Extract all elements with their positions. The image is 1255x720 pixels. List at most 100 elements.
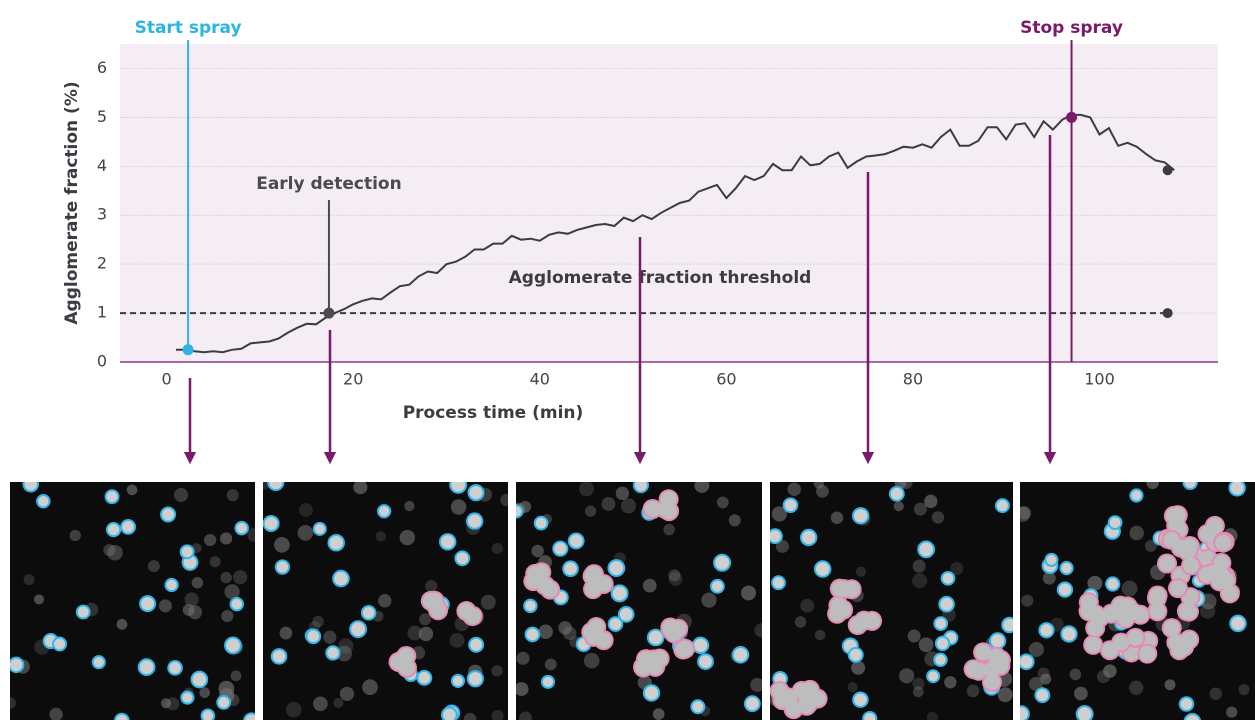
annotation-label: Early detection <box>256 174 401 194</box>
blur-particle <box>500 493 508 507</box>
blur-particle <box>418 626 434 642</box>
blur-particle <box>694 482 710 493</box>
particle <box>270 648 288 665</box>
blur-particle <box>491 542 503 555</box>
blur-particle <box>463 712 477 720</box>
cluster-particle <box>1149 603 1166 620</box>
plot-area <box>120 44 1218 362</box>
blur-particle <box>297 525 314 541</box>
particle <box>1178 696 1195 712</box>
particle <box>274 559 291 575</box>
blur-particle <box>944 676 957 689</box>
particle <box>607 559 626 577</box>
particle <box>632 482 650 494</box>
blur-particle <box>1121 580 1138 597</box>
particle <box>91 655 106 670</box>
blur-particle <box>716 496 729 509</box>
blur-particle <box>899 482 913 490</box>
particle <box>1129 488 1144 503</box>
particle <box>449 482 468 494</box>
particle <box>139 595 157 613</box>
cluster-particle <box>533 564 550 581</box>
blur-particle <box>1226 706 1238 718</box>
blur-particle <box>419 613 432 626</box>
particle <box>160 506 177 523</box>
particle <box>416 669 433 686</box>
blur-particle <box>1146 482 1159 490</box>
blur-particle <box>519 711 532 720</box>
blur-particle <box>668 572 683 586</box>
blur-particle <box>924 494 938 509</box>
particle <box>642 684 661 702</box>
x-tick-label: 0 <box>162 370 172 389</box>
particle <box>607 616 624 632</box>
blur-particle <box>615 486 630 501</box>
particle <box>988 632 1007 650</box>
blur-particle <box>754 623 762 638</box>
blur-particle <box>199 687 211 698</box>
particle <box>1107 515 1123 530</box>
blur-particle <box>621 498 637 514</box>
panel-bg <box>10 482 255 720</box>
particle <box>164 577 179 593</box>
particle <box>516 504 524 519</box>
blur-particle <box>1037 667 1050 680</box>
blur-particle <box>583 652 600 669</box>
cluster-particle <box>1221 585 1238 602</box>
cluster-particle <box>843 581 860 598</box>
x-tick-label: 80 <box>903 370 923 389</box>
particle <box>994 498 1010 514</box>
blur-particle <box>912 686 924 698</box>
blur-particle <box>728 514 741 527</box>
blur-particle <box>563 626 577 640</box>
particle <box>234 520 249 536</box>
blur-particle <box>407 625 423 641</box>
particle <box>243 712 255 720</box>
image-panel <box>516 482 762 720</box>
particle <box>312 521 327 536</box>
cluster-particle <box>660 491 677 508</box>
particle <box>190 670 209 689</box>
cluster-particle <box>774 692 791 709</box>
blur-particle <box>912 559 926 573</box>
particle <box>523 598 538 614</box>
blur-particle <box>668 569 681 582</box>
particle <box>1228 482 1246 497</box>
cluster-particle <box>864 612 881 629</box>
blur-particle <box>220 571 232 584</box>
blur-particle <box>247 527 255 542</box>
particle <box>440 706 458 720</box>
blur-particle <box>1021 594 1034 607</box>
particle <box>938 595 955 613</box>
particle <box>454 550 471 567</box>
blur-particle <box>107 544 123 561</box>
particle <box>263 514 280 532</box>
blur-particle <box>652 708 665 720</box>
blur-particle <box>950 561 964 576</box>
blur-particle <box>353 482 368 495</box>
cluster-particle <box>390 653 407 670</box>
cluster-particle <box>586 566 603 583</box>
cluster-particle <box>1112 597 1129 614</box>
cluster-particle <box>583 624 600 641</box>
particle <box>267 482 285 492</box>
blur-particle <box>516 682 529 697</box>
cluster-particle <box>1181 603 1198 620</box>
blur-particle <box>404 500 415 512</box>
blur-particle <box>33 594 45 605</box>
particle <box>216 694 232 710</box>
particle <box>52 636 68 652</box>
blur-particle <box>926 711 938 720</box>
cluster-particle <box>661 503 678 520</box>
particle <box>743 695 761 713</box>
particle <box>888 485 905 502</box>
y-tick-label: 0 <box>97 352 107 371</box>
blur-particle <box>918 637 934 653</box>
particle <box>782 497 799 514</box>
particle <box>940 570 956 586</box>
cluster-particle <box>975 644 992 661</box>
blur-particle <box>997 687 1013 703</box>
blur-particle <box>907 629 921 643</box>
particle <box>926 669 941 684</box>
annotation-label: Start spray <box>135 18 242 38</box>
